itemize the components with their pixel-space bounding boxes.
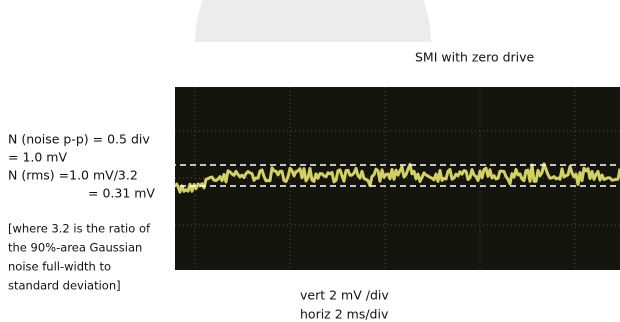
noise-label: N (rms) =1.0 mV/3.2: [8, 168, 138, 183]
decor-arc: [195, 0, 431, 42]
note-line: noise full-width to: [8, 260, 111, 274]
scale-label: horiz 2 ms/div: [300, 307, 389, 322]
noise-label: = 1.0 mV: [8, 150, 67, 165]
noise-label: = 0.31 mV: [88, 186, 155, 201]
note-line: the 90%-area Gaussian: [8, 241, 142, 255]
figure: SMI with zero drive N (noise p-p) = 0.5 …: [0, 0, 620, 322]
caption: SMI with zero drive: [415, 50, 535, 65]
note-line: [where 3.2 is the ratio of: [8, 222, 151, 236]
scale-label: vert 2 mV /div: [300, 288, 389, 303]
note-line: standard deviation]: [8, 279, 121, 293]
noise-label: N (noise p-p) = 0.5 div: [8, 132, 150, 147]
